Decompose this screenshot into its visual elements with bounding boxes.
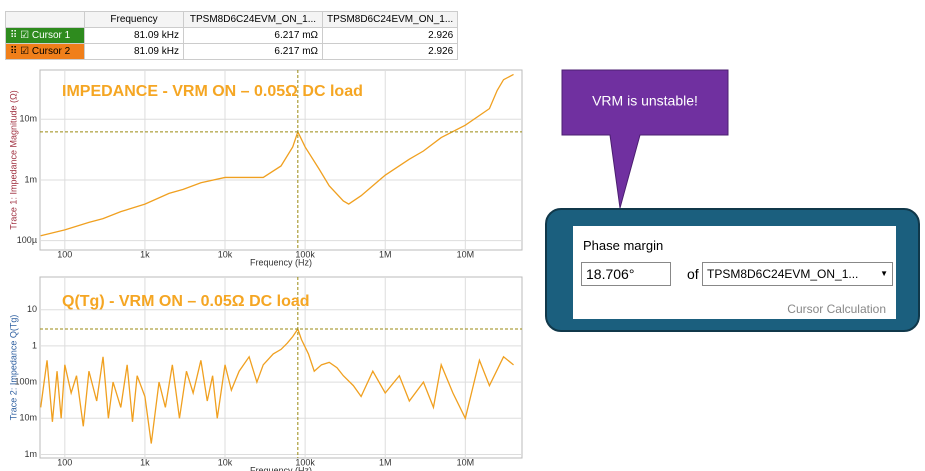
x-axis-label: Frequency (Hz): [250, 257, 312, 267]
y-tick-label: 100m: [14, 376, 37, 386]
x-tick-label: 10M: [457, 457, 475, 467]
cursor-calc: Phase margin 18.706° of TPSM8D6C24EVM_ON…: [573, 226, 896, 319]
data-line: [40, 327, 514, 444]
x-tick-label: 10M: [457, 249, 475, 259]
corner: [5, 11, 85, 28]
header: Frequency: [84, 11, 184, 28]
trace-select[interactable]: TPSM8D6C24EVM_ON_1... ▼: [702, 262, 893, 286]
cell: 2.926: [321, 43, 459, 60]
header: TPSM8D6C24EVM_ON_1...: [183, 11, 323, 28]
callout-text: VRM is unstable!: [592, 93, 698, 109]
cursor-name[interactable]: ⠿ ☑ Cursor 1: [5, 27, 85, 44]
phase-panel: Phase margin 18.706° of TPSM8D6C24EVM_ON…: [545, 208, 920, 332]
header: TPSM8D6C24EVM_ON_1...: [321, 11, 459, 28]
y-tick-label: 10m: [19, 413, 37, 423]
trace-name: TPSM8D6C24EVM_ON_1...: [707, 267, 859, 281]
label: Phase margin: [583, 238, 664, 253]
x-tick-label: 1k: [140, 249, 150, 259]
x-tick-label: 100: [57, 249, 72, 259]
x-tick-label: 100k: [295, 249, 315, 259]
of-label: of: [687, 266, 699, 282]
x-tick-label: 10k: [218, 457, 233, 467]
y-tick-label: 1m: [24, 174, 37, 184]
footer: Cursor Calculation: [787, 302, 886, 316]
x-tick-label: 1k: [140, 457, 150, 467]
annotation: Q(Tg) - VRM ON – 0.05Ω DC load: [62, 293, 310, 310]
y-axis-label: Trace 1: Impedance Magnitude (Ω): [8, 90, 18, 229]
y-tick-label: 100µ: [17, 235, 37, 245]
y-tick-label: 1m: [24, 449, 37, 459]
x-tick-label: 10k: [218, 249, 233, 259]
cursor-label: Cursor 2: [31, 46, 71, 57]
y-axis-label: Trace 2: Impedance Q(Tg): [8, 315, 18, 421]
x-tick-label: 1M: [379, 457, 392, 467]
cursor-table: Frequency TPSM8D6C24EVM_ON_1... TPSM8D6C…: [5, 11, 459, 60]
y-tick-label: 10: [27, 304, 37, 314]
callout-shape: [561, 69, 729, 209]
plot-area: [39, 69, 523, 251]
cursor-label: Cursor 1: [31, 30, 71, 41]
y-tick-label: 1: [32, 340, 37, 350]
cursor-name[interactable]: ⠿ ☑ Cursor 2: [5, 43, 85, 60]
x-tick-label: 1M: [379, 249, 392, 259]
data-line: [40, 73, 514, 237]
annotation: IMPEDANCE - VRM ON – 0.05Ω DC load: [62, 83, 363, 100]
y-tick-label: 10m: [19, 114, 37, 124]
value-box[interactable]: 18.706°: [581, 262, 671, 286]
x-tick-label: 100k: [295, 457, 315, 467]
x-tick-label: 100: [57, 457, 72, 467]
x-axis-label: Frequency (Hz): [250, 465, 312, 471]
cell: 6.217 mΩ: [183, 43, 323, 60]
